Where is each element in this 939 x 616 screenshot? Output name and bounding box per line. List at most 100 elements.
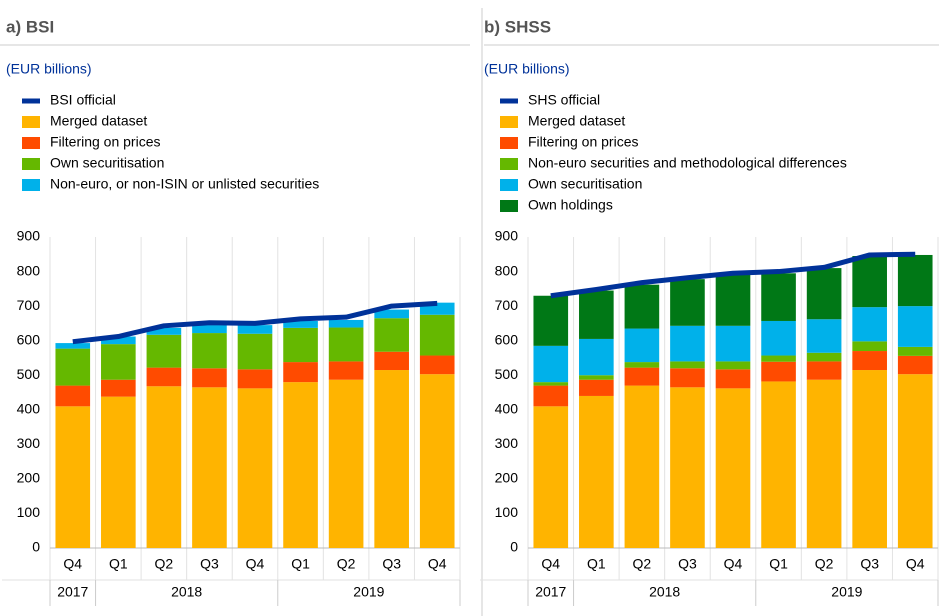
y-tick-label: 400 (17, 400, 41, 416)
y-tick-label: 500 (495, 366, 519, 382)
bar-segment (715, 361, 751, 370)
bar-segment (237, 325, 273, 334)
legend-label: Own holdings (528, 197, 613, 213)
bar-segment (101, 379, 136, 397)
bar-segment (419, 355, 455, 375)
bar-segment (715, 325, 751, 362)
bar-segment (237, 333, 273, 370)
bar-segment (715, 388, 751, 548)
chart-title: a) BSI (6, 17, 54, 36)
legend-key (500, 179, 518, 191)
bar-segment (55, 406, 91, 548)
bar-segment (670, 361, 705, 369)
bar-segment (101, 336, 136, 345)
bar-segment (624, 284, 660, 329)
x-tick-label: Q1 (291, 556, 310, 572)
bar-segment (146, 334, 182, 368)
bar-segment (897, 374, 933, 548)
bar-segment (533, 406, 569, 548)
x-tick-label: Q3 (200, 556, 219, 572)
x-tick-label: Q1 (587, 556, 606, 572)
bar-segment (670, 368, 705, 388)
bar-segment (897, 355, 933, 375)
bar-segment (192, 333, 227, 369)
x-tick-label: Q1 (769, 556, 788, 572)
bar-segment (670, 279, 705, 326)
bar-segment (761, 273, 796, 321)
y-tick-label: 800 (17, 262, 41, 278)
bar-segment (806, 352, 842, 362)
legend-key (22, 116, 40, 128)
y-tick-label: 100 (495, 504, 519, 520)
year-label: 2018 (171, 584, 202, 600)
unit-label: (EUR billions) (6, 61, 92, 77)
bar-segment (715, 369, 751, 389)
bar-segment (101, 396, 136, 548)
legend-key (500, 200, 518, 212)
bar-segment (55, 343, 91, 349)
bar-segment (761, 320, 796, 356)
bar-segment (670, 325, 705, 362)
bar-segment (101, 344, 136, 380)
legend-label: Non-euro, or non-ISIN or unlisted securi… (50, 176, 319, 192)
bar-segment (55, 385, 91, 407)
unit-label: (EUR billions) (484, 61, 570, 77)
bar-segment (852, 370, 887, 548)
y-tick-label: 300 (17, 435, 41, 451)
year-label: 2019 (831, 584, 862, 600)
bar-segment (283, 327, 318, 363)
y-tick-label: 500 (17, 366, 41, 382)
bar-segment (374, 370, 409, 548)
bar-segment (146, 367, 182, 387)
x-tick-label: Q2 (633, 556, 652, 572)
bar-segment (533, 382, 569, 386)
line-series (550, 251, 916, 299)
bar-segment (146, 386, 182, 548)
legend-key (500, 158, 518, 170)
x-tick-label: Q1 (109, 556, 128, 572)
bar-segment (624, 362, 660, 368)
bar-segment (624, 367, 660, 386)
x-tick-label: Q3 (382, 556, 401, 572)
year-label: 2017 (535, 584, 566, 600)
bar-segment (806, 361, 842, 380)
x-tick-label: Q4 (428, 556, 447, 572)
y-tick-label: 0 (510, 539, 518, 555)
legend-key (22, 158, 40, 170)
bar-segment (237, 369, 273, 389)
bar-segment (419, 314, 455, 356)
x-tick-label: Q4 (246, 556, 265, 572)
y-tick-label: 600 (495, 331, 519, 347)
bar-segment (897, 306, 933, 347)
bar-segment (192, 325, 227, 334)
bar-segment (419, 374, 455, 548)
chart-title: b) SHSS (484, 17, 551, 36)
bar-segment (374, 318, 409, 352)
y-tick-label: 800 (495, 262, 519, 278)
x-tick-label: Q2 (155, 556, 174, 572)
bar-segment (146, 327, 182, 335)
line-series (72, 300, 438, 345)
bar-segment (897, 346, 933, 356)
bar-segment (283, 320, 318, 328)
bar-segment (283, 382, 318, 548)
year-label: 2018 (649, 584, 680, 600)
bar-segment (624, 385, 660, 548)
bar-segment (761, 381, 796, 548)
bar-segment (852, 351, 887, 371)
bar-segment (852, 256, 887, 308)
bar-segment (55, 348, 91, 386)
x-tick-label: Q3 (860, 556, 879, 572)
y-tick-label: 900 (17, 228, 41, 244)
bar-segment (806, 268, 842, 320)
bar-segment (624, 328, 660, 363)
x-tick-label: Q4 (541, 556, 560, 572)
bar-segment (897, 254, 933, 307)
y-tick-label: 700 (17, 297, 41, 313)
bar-segment (852, 341, 887, 352)
legend-label: Merged dataset (50, 113, 147, 129)
x-tick-label: Q3 (678, 556, 697, 572)
bar-segment (374, 309, 409, 319)
bar-segment (237, 388, 273, 548)
